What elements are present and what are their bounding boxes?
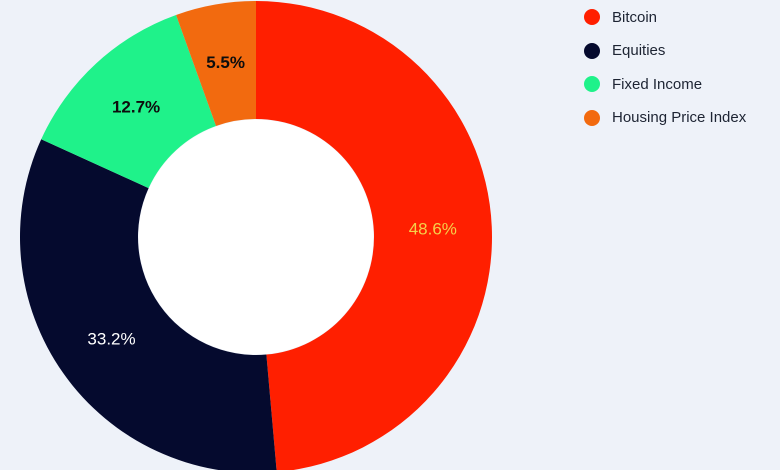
legend-label: Fixed Income [612,75,703,93]
legend-swatch-bitcoin [584,9,600,25]
legend-swatch-equities [584,42,600,59]
slice-housing-price-index [176,0,256,126]
legend-swatch-housing-price-index [584,109,600,126]
slice-fixed-income [41,14,217,189]
legend-label: Equities [612,42,666,59]
legend-item-housing-price-index[interactable]: Housing Price Index [584,107,746,129]
chart-legend: Bitcoin Equities Fixed Income Housing Price… [584,6,746,140]
data-label-equities: 33.2% [87,330,135,349]
legend-swatch-fixed-income [584,76,600,92]
legend-label: Bitcoin [612,8,658,26]
slice-equities [19,139,277,470]
data-label-bitcoin: 48.6% [409,220,457,239]
legend-item-fixed-income[interactable]: Fixed Income [584,73,746,95]
donut-hole [138,119,374,355]
legend-item-equities[interactable]: Equities [584,40,746,62]
legend-label: Housing Price Index [612,109,747,126]
slice-bitcoin [256,1,492,470]
legend-item-bitcoin[interactable]: Bitcoin [584,6,746,28]
data-label-fixed-income: 12.7% [112,97,160,116]
data-label-housing-price-index: 5.5% [206,53,245,72]
